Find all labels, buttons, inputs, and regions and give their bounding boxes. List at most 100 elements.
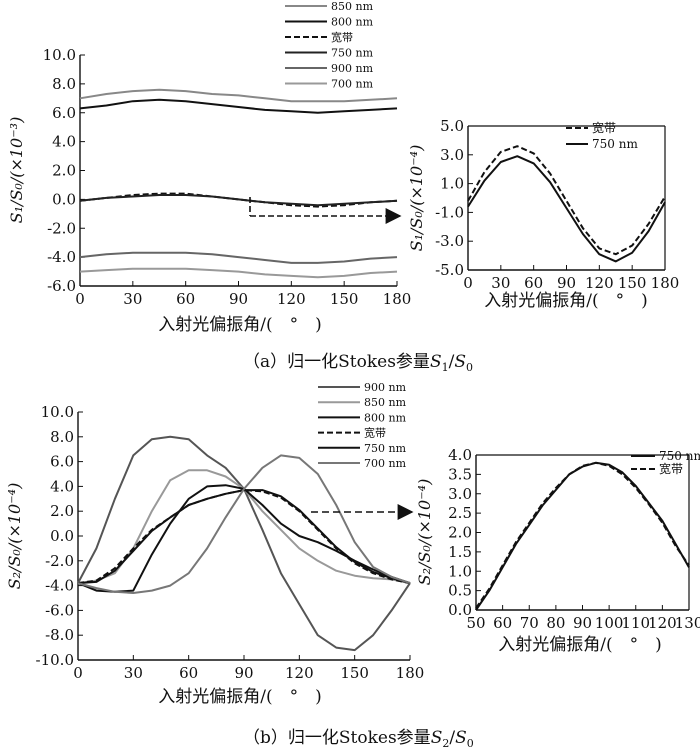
b-inset-xtick-label: 60 bbox=[493, 614, 512, 632]
b-inset-ytick-label: 3.0 bbox=[448, 485, 472, 503]
a-inset-xtick-label: 90 bbox=[557, 274, 576, 292]
b-inset-xtick-label: 110 bbox=[621, 614, 650, 632]
a-main-series-5-line bbox=[79, 267, 398, 279]
b-inset-xtick-label: 80 bbox=[546, 614, 565, 632]
caption-a-sub2: 0 bbox=[466, 361, 473, 374]
b-inset-ytick-label: 3.5 bbox=[448, 465, 472, 483]
a-main-ytick-label: 10.0 bbox=[43, 46, 76, 64]
b-main-legend-label: 700 nm bbox=[364, 457, 407, 470]
a-inset-legend-label: 宽带 bbox=[592, 120, 616, 135]
b-inset-ytick-label: 1.0 bbox=[448, 562, 472, 580]
b-main-ytick-label: -4.0 bbox=[45, 577, 74, 595]
a-main-legend-label: 850 nm bbox=[331, 0, 374, 13]
panel-b-main-chart: -10.0 -8.0 -6.0 -4.0 -2.0 0.0 2.0 4.0 6.0 8.0 10.0… bbox=[5, 381, 424, 707]
a-main-series-3-line bbox=[79, 194, 398, 207]
b-main-xtick-label: 90 bbox=[234, 664, 253, 682]
b-main-series-1-line bbox=[77, 469, 411, 585]
b-main-legend-label: 850 nm bbox=[364, 396, 407, 409]
a-main-xtick-label: 120 bbox=[277, 290, 306, 308]
b-main-ytick-label: 10.0 bbox=[41, 403, 74, 421]
a-main-ytick-label: 2.0 bbox=[52, 162, 76, 180]
a-inset-xtick-label: 0 bbox=[463, 274, 473, 292]
a-main-series-1-line bbox=[79, 98, 398, 114]
a-main-x-axis-label: 入射光偏振角/( ° ) bbox=[158, 315, 322, 335]
a-main-series-2-line bbox=[79, 192, 398, 208]
a-inset-xtick-label: 30 bbox=[491, 274, 510, 292]
a-inset-xtick-label: 180 bbox=[651, 274, 680, 292]
b-main-ytick-label: 8.0 bbox=[50, 428, 74, 446]
b-inset-xtick-label: 90 bbox=[573, 614, 592, 632]
a-inset-xtick-label: 60 bbox=[524, 274, 543, 292]
a-inset-xtick-label: 150 bbox=[618, 274, 647, 292]
b-main-xtick-label: 120 bbox=[285, 664, 314, 682]
b-main-series-5-line bbox=[77, 454, 411, 594]
b-inset-ytick-label: 4.0 bbox=[448, 446, 472, 464]
b-main-xtick-label: 150 bbox=[340, 664, 369, 682]
caption-b: （b）归一化Stokes参量S2/S0 bbox=[243, 728, 474, 750]
a-main-xtick-label: 180 bbox=[383, 290, 412, 308]
caption-a-var1: S bbox=[430, 352, 442, 372]
a-main-xtick-label: 90 bbox=[229, 290, 248, 308]
panel-a-inset-chart: -5.0 -3.0 -1.0 1.0 3.0 5.0 0 30 60 90 120 150 180入射光… bbox=[407, 117, 679, 311]
b-inset-xtick-label: 70 bbox=[520, 614, 539, 632]
a-main-ytick-label: -4.0 bbox=[47, 248, 76, 266]
b-inset-series-1-line bbox=[475, 461, 690, 609]
panel-b-inset-chart: 0.00.5 1.01.52.0 2.53.0 3.54.0 50 60 70 80 90 100… bbox=[415, 446, 700, 655]
b-inset-ytick-label: 0.5 bbox=[448, 582, 472, 600]
a-main-ytick-label: 8.0 bbox=[52, 75, 76, 93]
b-main-ytick-label: 6.0 bbox=[50, 453, 74, 471]
caption-b-sub1: 2 bbox=[442, 737, 449, 750]
caption-a-prefix: （a）归一化Stokes参量 bbox=[243, 352, 430, 372]
b-inset-xtick-label: 130 bbox=[675, 614, 700, 632]
caption-b-prefix: （b）归一化Stokes参量 bbox=[243, 728, 431, 748]
a-inset-legend-label: 750 nm bbox=[592, 137, 638, 151]
b-main-ytick-label: -6.0 bbox=[45, 601, 74, 619]
a-main-xtick-label: 0 bbox=[75, 290, 85, 308]
a-main-xtick-label: 60 bbox=[176, 290, 195, 308]
b-main-series-0-line bbox=[77, 435, 411, 652]
b-inset-legend-label: 750 nm bbox=[659, 449, 700, 463]
b-inset-legend-label: 宽带 bbox=[659, 461, 683, 476]
a-main-legend-label: 750 nm bbox=[331, 47, 374, 60]
caption-a-slash: / bbox=[449, 352, 455, 372]
a-inset-series-0-line bbox=[467, 145, 666, 256]
panel-a-main-chart: -6.0 -4.0 -2.0 0.0 2.0 4.0 6.0 8.0 10.0 0 30 60 90 12… bbox=[7, 0, 411, 335]
a-main-ytick-label: 4.0 bbox=[52, 133, 76, 151]
b-main-x-axis-label: 入射光偏振角/( ° ) bbox=[158, 687, 322, 707]
a-main-legend-label: 800 nm bbox=[331, 16, 374, 29]
a-main-series-0-line bbox=[79, 88, 398, 103]
a-main-legend-label: 700 nm bbox=[331, 78, 374, 91]
caption-a: （a）归一化Stokes参量S1/S0 bbox=[243, 352, 473, 374]
b-inset-series-0-line bbox=[475, 461, 690, 611]
a-inset-ytick-label: -5.0 bbox=[435, 261, 464, 279]
a-main-ytick-label: 6.0 bbox=[52, 104, 76, 122]
caption-b-slash: / bbox=[449, 728, 455, 748]
b-main-ytick-label: -2.0 bbox=[45, 552, 74, 570]
a-inset-ytick-label: 1.0 bbox=[440, 175, 464, 193]
a-main-ytick-label: -6.0 bbox=[47, 277, 76, 295]
b-main-ytick-label: -10.0 bbox=[36, 651, 74, 669]
b-main-ytick-label: 2.0 bbox=[50, 502, 74, 520]
caption-a-sub1: 1 bbox=[442, 361, 449, 374]
b-main-ytick-label: -8.0 bbox=[45, 626, 74, 644]
b-inset-ytick-label: 2.0 bbox=[448, 524, 472, 542]
caption-b-var2: S bbox=[455, 728, 467, 748]
b-main-legend-label: 宽带 bbox=[364, 426, 386, 440]
caption-b-sub2: 0 bbox=[467, 737, 474, 750]
b-main-legend-label: 800 nm bbox=[364, 411, 407, 424]
a-inset-x-axis-label: 入射光偏振角/( ° ) bbox=[484, 291, 648, 311]
b-inset-ytick-label: 2.5 bbox=[448, 504, 472, 522]
a-inset-ytick-label: 3.0 bbox=[440, 146, 464, 164]
a-main-xtick-label: 30 bbox=[123, 290, 142, 308]
a-inset-ytick-label: -3.0 bbox=[435, 232, 464, 250]
b-inset-ytick-label: 1.5 bbox=[448, 543, 472, 561]
b-inset-x-axis-label: 入射光偏振角/( ° ) bbox=[498, 635, 662, 655]
b-main-legend-label: 750 nm bbox=[364, 442, 407, 455]
a-main-series-4-line bbox=[79, 251, 398, 264]
b-main-ytick-label: 0.0 bbox=[50, 527, 74, 545]
a-main-legend-label: 宽带 bbox=[331, 30, 353, 44]
b-inset-xtick-label: 120 bbox=[648, 614, 677, 632]
b-main-xtick-label: 60 bbox=[179, 664, 198, 682]
b-inset-ytick-label: 0.0 bbox=[448, 601, 472, 619]
